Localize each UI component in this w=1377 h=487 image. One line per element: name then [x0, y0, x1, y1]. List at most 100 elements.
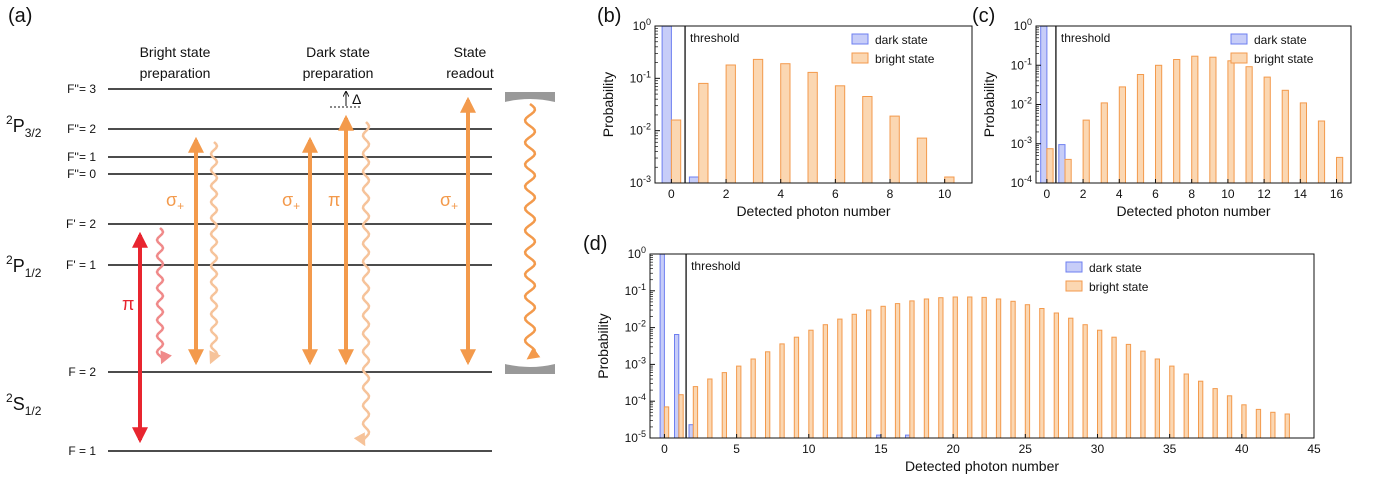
- bright-state-bar: [1118, 86, 1127, 184]
- bright-state-bar: [995, 298, 1002, 439]
- y-tick-label: 10-1: [625, 282, 646, 298]
- column-header-dark-2: preparation: [303, 65, 374, 81]
- x-tick-label: 2: [1080, 187, 1087, 201]
- y-tick-label: 10-1: [630, 69, 651, 85]
- legend-entry: dark state: [1254, 33, 1307, 47]
- bright-state-bar: [923, 298, 930, 439]
- legend-entry: bright state: [1254, 52, 1314, 66]
- bright-state-bar: [1169, 365, 1175, 439]
- bright-state-bar: [1198, 380, 1204, 439]
- level-label-fp2: F' = 2: [66, 217, 96, 231]
- bright-state-bar: [981, 296, 987, 439]
- bright-state-bar: [1284, 413, 1290, 439]
- x-tick-label: 30: [1091, 442, 1105, 456]
- x-axis-title: Detected photon number: [736, 203, 890, 219]
- chart-panel-d: (d) threshold 0 5 10 15 20 25 30 35 40 45 100 10-1 10-…: [583, 233, 1321, 474]
- bright-state-bar: [1053, 312, 1059, 439]
- sigma-label-readout: σ+: [440, 190, 458, 213]
- plot-frame: [654, 25, 973, 184]
- sigma-label-dark: σ+: [282, 190, 300, 213]
- x-tick-label: 20: [946, 442, 960, 456]
- threshold-label: threshold: [1061, 31, 1110, 45]
- manifold-p32: 2P3/2: [6, 113, 42, 140]
- chart-panel-b: (b) threshold 0 2 4 6 8 10 100 10-1 10-2 10-3 Detect…: [597, 5, 973, 219]
- bright-state-bar: [1226, 395, 1233, 439]
- bright-state-bar: [698, 82, 709, 184]
- y-tick-label: 10-3: [625, 355, 646, 371]
- legend-swatch: [1230, 33, 1248, 45]
- x-tick-label: 0: [668, 187, 675, 201]
- bright-state-bar: [678, 394, 684, 439]
- x-tick-label: 2: [723, 187, 730, 201]
- x-tick-label: 8: [887, 187, 894, 201]
- y-axis-title: Probability: [600, 72, 616, 137]
- legend-swatch: [851, 52, 869, 64]
- bright-state-bar: [822, 324, 829, 439]
- x-tick-label: 0: [1044, 187, 1051, 201]
- bright-state-bar: [1039, 308, 1045, 439]
- y-tick-label: 10-4: [1011, 174, 1032, 190]
- bright-state-bar: [1317, 120, 1326, 184]
- bright-state-bar: [663, 406, 670, 439]
- dark-state-bar: [688, 424, 694, 439]
- bright-state-bar: [1227, 60, 1235, 184]
- bright-state-bar: [862, 96, 873, 184]
- delta-label: Δ: [352, 91, 361, 107]
- bright-state-bar: [807, 71, 818, 184]
- x-tick-label: 12: [1257, 187, 1271, 201]
- panel-label-a: (a): [8, 5, 32, 27]
- y-tick-label: 100: [633, 17, 651, 33]
- x-tick-label: 45: [1307, 442, 1321, 456]
- bright-state-bar: [909, 300, 915, 439]
- bright-state-bar: [725, 64, 736, 184]
- bright-state-bar: [1209, 56, 1217, 184]
- bright-state-bar: [1064, 158, 1072, 184]
- y-axis-title: Probability: [981, 72, 997, 137]
- bright-state-bar: [834, 85, 846, 184]
- y-tick-label: 10-3: [630, 174, 651, 190]
- x-tick-label: 8: [1188, 187, 1195, 201]
- bright-state-bar: [880, 305, 886, 439]
- x-tick-label: 10: [802, 442, 816, 456]
- pi-label-red: π: [122, 294, 134, 314]
- x-tick-label: 35: [1163, 442, 1177, 456]
- bright-state-bar: [780, 63, 791, 184]
- bright-state-bar: [894, 303, 901, 439]
- cavity-photon-wave: [523, 102, 541, 360]
- legend-entry: bright state: [875, 52, 935, 66]
- bright-state-bar: [779, 343, 785, 439]
- bright-state-bar: [1082, 119, 1090, 184]
- y-tick-label: 10-1: [1011, 56, 1032, 72]
- bright-state-bar: [793, 336, 800, 439]
- level-label-fpp1: F''= 1: [67, 150, 96, 164]
- bright-state-bar: [1263, 76, 1271, 184]
- x-tick-label: 40: [1235, 442, 1249, 456]
- bright-state-bar: [1100, 102, 1108, 184]
- legend-swatch: [1065, 280, 1083, 292]
- bright-state-bar: [889, 115, 900, 184]
- pink-decay-wave: [155, 227, 172, 365]
- bright-state-bar: [851, 313, 857, 439]
- column-header-readout-1: State: [454, 44, 487, 60]
- y-tick-label: 10-2: [625, 319, 646, 335]
- legend-swatch: [1065, 261, 1083, 273]
- x-tick-label: 5: [733, 442, 740, 456]
- chart-panel-c: (c) threshold 0 2 4 6 8 10 12 14 16 100 10-1 10-2 10-3…: [972, 5, 1352, 219]
- x-tick-label: 10: [1221, 187, 1235, 201]
- x-tick-label: 15: [874, 442, 888, 456]
- x-tick-label: 25: [1019, 442, 1033, 456]
- bright-state-bar: [721, 372, 728, 439]
- bright-state-bar: [752, 58, 764, 184]
- bright-state-bar: [736, 365, 742, 439]
- y-tick-label: 100: [628, 245, 646, 261]
- cavity-mirror-top: [505, 92, 555, 102]
- x-tick-label: 14: [1294, 187, 1308, 201]
- dark-state-bar: [1058, 144, 1066, 184]
- column-header-bright-1: Bright state: [140, 44, 211, 60]
- y-tick-label: 10-2: [630, 122, 651, 138]
- bright-state-bar: [750, 358, 756, 439]
- bright-state-bar: [1154, 358, 1160, 439]
- column-header-dark-1: Dark state: [306, 44, 370, 60]
- y-tick-label: 10-3: [1011, 135, 1032, 151]
